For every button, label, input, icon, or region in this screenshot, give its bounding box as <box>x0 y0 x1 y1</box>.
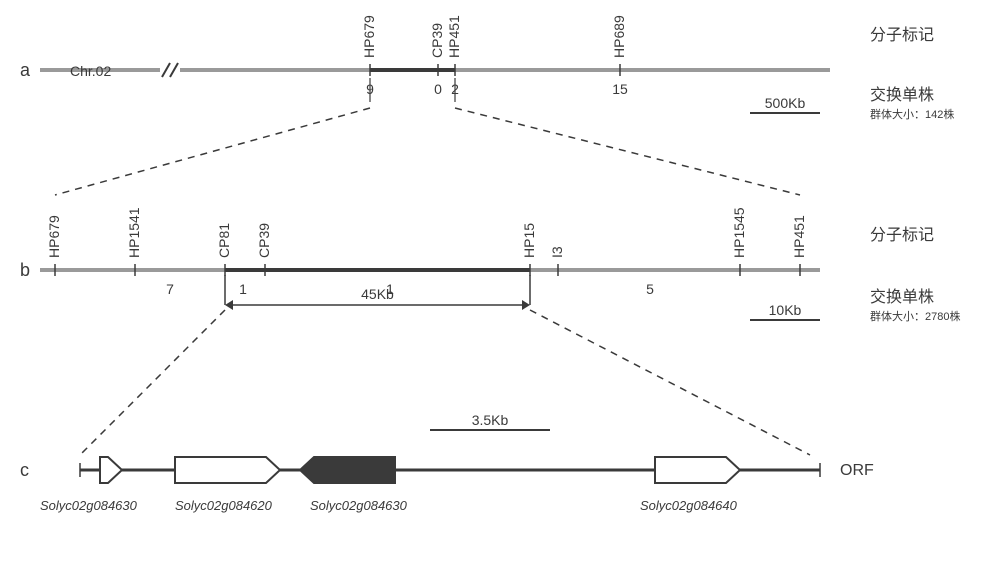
panel-a-right-bottom: 交换单株 <box>870 86 934 104</box>
panel-b-right-sub: 群体大小：2780株 <box>870 309 960 323</box>
panel-c-right-label: ORF <box>840 462 874 479</box>
panel-b-marker-1: HP1541 <box>126 207 142 258</box>
panel-c-gene-1 <box>175 457 280 483</box>
panel-c-gene-label-1: Solyc02g084620 <box>175 498 273 513</box>
panel-a-label: a <box>20 60 31 80</box>
panel-b-marker-4: HP15 <box>521 223 537 258</box>
panel-b-right-bottom: 交换单株 <box>870 288 934 306</box>
panel-a-count-3: 15 <box>612 81 628 97</box>
panel-b-count-0: 7 <box>166 281 174 297</box>
panel-a-marker-3: HP689 <box>611 15 627 58</box>
panel-b-marker-3: CP39 <box>256 223 272 258</box>
panel-a-right-top: 分子标记 <box>870 26 934 44</box>
panel-c-gene-label-0: Solyc02g084630 <box>40 498 138 513</box>
panel-b-marker-0: HP679 <box>46 215 62 258</box>
panel-b-count-3: 5 <box>646 281 654 297</box>
panel-b-marker-6: HP1545 <box>731 207 747 258</box>
panel-b-arrow-label: 45Kb <box>361 286 394 302</box>
panel-b-right-top: 分子标记 <box>870 226 934 244</box>
panel-c-gene-label-2: Solyc02g084630 <box>310 498 408 513</box>
panel-b-scale-label: 10Kb <box>769 302 802 318</box>
panel-c-gene-3 <box>655 457 740 483</box>
panel-a-chr-label: Chr.02 <box>70 63 111 79</box>
panel-b-label: b <box>20 260 30 280</box>
panel-b-marker-2: CP81 <box>216 223 232 258</box>
panel-b-marker-7: HP451 <box>791 215 807 258</box>
panel-a-marker-2: HP451 <box>446 15 462 58</box>
panel-c-scale-label: 3.5Kb <box>472 412 509 428</box>
panel-a-right-sub: 群体大小：142株 <box>870 107 954 121</box>
panel-c-gene-2 <box>300 457 395 483</box>
panel-a-count-1: 0 <box>434 81 442 97</box>
panel-a-marker-0: HP679 <box>361 15 377 58</box>
panel-c-gene-label-3: Solyc02g084640 <box>640 498 738 513</box>
panel-b-marker-5: I3 <box>549 246 565 258</box>
panel-a-scale-label: 500Kb <box>765 95 806 111</box>
panel-b-count-1: 1 <box>239 281 247 297</box>
panel-a-marker-1: CP39 <box>429 23 445 58</box>
panel-c-label: c <box>20 460 29 480</box>
